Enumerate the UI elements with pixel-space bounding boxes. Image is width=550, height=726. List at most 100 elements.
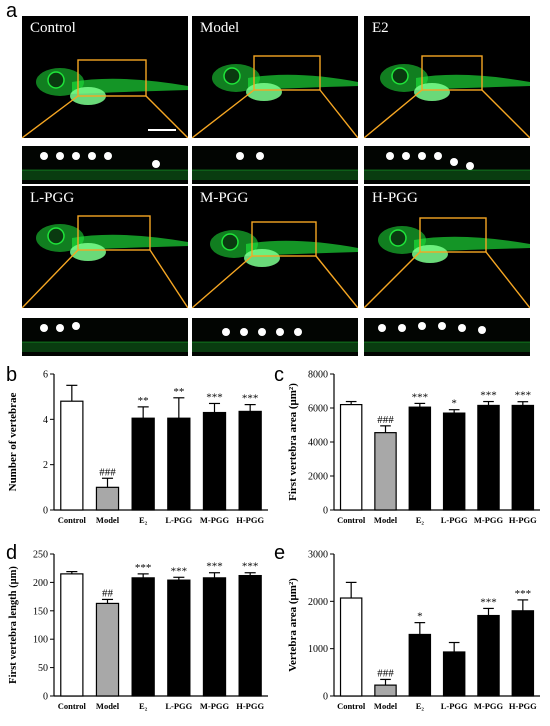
x-tick-label: M-PGG bbox=[200, 701, 230, 711]
bar bbox=[95, 602, 120, 697]
bar bbox=[131, 417, 155, 511]
chart-vertebra-area: 0 1000 2000 3000 Vertebra area (μm²) Control #… bbox=[287, 550, 540, 711]
y-tick-label: 6000 bbox=[308, 404, 328, 415]
y-tick-label: 4000 bbox=[308, 438, 328, 449]
vertebra-marker bbox=[104, 152, 112, 160]
bar bbox=[339, 597, 363, 697]
x-tick-label: Model bbox=[96, 701, 120, 711]
bar bbox=[167, 417, 191, 511]
fish-image-label: E2 bbox=[372, 20, 389, 36]
vertebra-marker bbox=[88, 152, 96, 160]
y-tick-label: 50 bbox=[38, 663, 48, 674]
fish-drawing bbox=[22, 59, 188, 138]
vertebra-marker bbox=[258, 328, 266, 336]
bar bbox=[60, 573, 84, 697]
fish-image-label: Model bbox=[200, 20, 240, 36]
bar bbox=[167, 579, 191, 697]
significance-label: *** bbox=[480, 596, 497, 608]
significance-label: *** bbox=[480, 390, 497, 402]
panel-b-letter: b bbox=[6, 364, 18, 386]
significance-label: *** bbox=[242, 561, 259, 573]
y-tick-label: 250 bbox=[33, 550, 48, 561]
vertebra-marker bbox=[438, 322, 446, 330]
y-tick-label: 0 bbox=[43, 506, 48, 517]
bar bbox=[238, 410, 262, 511]
x-tick-label: M-PGG bbox=[200, 515, 230, 525]
y-axis-label: Vertebra area (μm²) bbox=[287, 578, 299, 672]
y-axis-label: First vertebra area (μm²) bbox=[287, 383, 299, 501]
significance-label: *** bbox=[515, 390, 532, 402]
bar bbox=[511, 404, 535, 511]
x-tick-label: Control bbox=[58, 701, 87, 711]
y-tick-label: 0 bbox=[43, 692, 48, 703]
fish-drawing bbox=[22, 215, 188, 308]
zoom-inset-e2 bbox=[364, 146, 530, 184]
x-tick-label: H-PGG bbox=[236, 515, 264, 525]
y-axis-label: First vertebra length (μm) bbox=[8, 566, 19, 684]
fish-drawing bbox=[192, 221, 358, 308]
panel-a-letter: a bbox=[6, 0, 18, 22]
vertebra-marker bbox=[418, 322, 426, 330]
significance-label: ** bbox=[173, 386, 184, 398]
vertebra-marker bbox=[386, 152, 394, 160]
x-tick-label: E₂ bbox=[139, 515, 148, 525]
bar bbox=[442, 651, 466, 697]
y-tick-label: 100 bbox=[33, 635, 48, 646]
bar bbox=[477, 614, 500, 697]
x-tick-label: Model bbox=[96, 515, 120, 525]
bar bbox=[374, 432, 397, 511]
vertebra-marker bbox=[418, 152, 426, 160]
zoom-inset-l-pgg bbox=[22, 318, 188, 356]
fish-image-m-pgg: M-PGG bbox=[192, 186, 358, 308]
fish-image-control: Control bbox=[22, 16, 188, 138]
fish-image-h-pgg: H-PGG bbox=[364, 186, 530, 308]
vertebra-marker bbox=[72, 152, 80, 160]
significance-label: * bbox=[417, 611, 423, 623]
y-tick-label: 8000 bbox=[308, 370, 328, 381]
fish-image-label: L-PGG bbox=[30, 190, 75, 206]
x-tick-label: H-PGG bbox=[509, 515, 537, 525]
vertebra-marker bbox=[236, 152, 244, 160]
bar bbox=[408, 406, 432, 511]
x-tick-label: M-PGG bbox=[474, 701, 504, 711]
vertebra-marker bbox=[398, 324, 406, 332]
vertebra-marker bbox=[56, 324, 64, 332]
y-tick-label: 2000 bbox=[308, 597, 328, 608]
bar bbox=[339, 403, 363, 511]
zoom-inset-m-pgg bbox=[192, 318, 358, 356]
fish-image-label: M-PGG bbox=[200, 190, 249, 206]
zoom-inset-control bbox=[22, 146, 188, 184]
x-tick-label: Control bbox=[337, 701, 366, 711]
vertebra-marker bbox=[466, 162, 474, 170]
bar bbox=[477, 404, 500, 511]
vertebra-marker bbox=[72, 322, 80, 330]
fish-drawing bbox=[192, 55, 358, 138]
x-tick-label: Model bbox=[374, 701, 398, 711]
significance-label: *** bbox=[135, 562, 152, 574]
x-tick-label: L-PGG bbox=[441, 515, 468, 525]
vertebra-marker bbox=[152, 160, 160, 168]
x-tick-label: L-PGG bbox=[165, 515, 192, 525]
x-tick-label: H-PGG bbox=[509, 701, 537, 711]
vertebra-marker bbox=[256, 152, 264, 160]
significance-label: *** bbox=[206, 391, 223, 403]
zoom-inset-h-pgg bbox=[364, 318, 530, 356]
vertebra-marker bbox=[56, 152, 64, 160]
bar bbox=[408, 633, 432, 697]
zoom-inset-model bbox=[192, 146, 358, 184]
bar bbox=[95, 486, 120, 511]
fish-image-label: Control bbox=[30, 20, 76, 36]
x-tick-label: L-PGG bbox=[165, 701, 192, 711]
bar bbox=[511, 610, 535, 697]
x-tick-label: Control bbox=[58, 515, 87, 525]
panel-e-letter: e bbox=[274, 542, 286, 564]
fish-image-l-pgg: L-PGG bbox=[22, 186, 188, 308]
chart-number-of-vertebrae: 0 2 4 6 Number of vertebrae Control ### Model **… bbox=[7, 370, 268, 525]
significance-label: ## bbox=[102, 587, 114, 599]
chart-first-vertebra-length: 0 50 100 150 200 250 First vertebra length (μm… bbox=[8, 550, 268, 711]
vertebra-marker bbox=[378, 324, 386, 332]
significance-label: *** bbox=[412, 391, 429, 403]
vertebra-marker bbox=[222, 328, 230, 336]
vertebra-marker bbox=[458, 324, 466, 332]
x-tick-label: E₂ bbox=[416, 701, 425, 711]
